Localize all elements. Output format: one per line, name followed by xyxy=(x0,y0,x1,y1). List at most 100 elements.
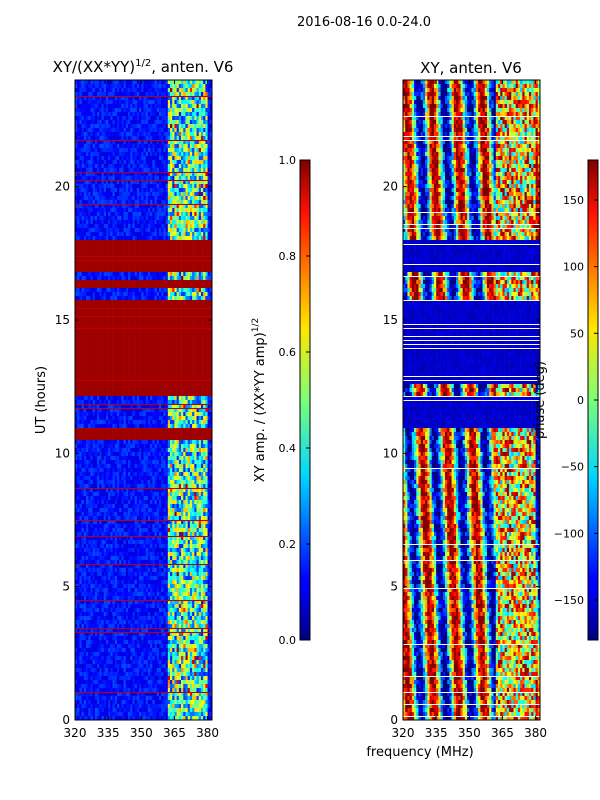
amplitude-cell xyxy=(105,276,109,281)
amplitude-cell xyxy=(187,128,191,133)
amplitude-cell xyxy=(185,360,188,365)
amplitude-cell xyxy=(167,268,171,273)
amplitude-cell xyxy=(75,368,78,373)
amplitude-cell xyxy=(203,216,206,221)
amplitude-cell xyxy=(143,392,147,397)
amplitude-cell xyxy=(205,148,208,153)
amplitude-cell xyxy=(94,388,98,393)
amplitude-cell xyxy=(185,204,188,209)
amplitude-cell xyxy=(90,264,93,269)
amplitude-cell xyxy=(79,120,82,125)
amplitude-cell xyxy=(192,256,195,261)
amplitude-cell xyxy=(130,368,133,373)
amplitude-cell xyxy=(176,384,180,389)
amplitude-cell xyxy=(105,188,109,193)
amplitude-cell xyxy=(105,140,109,145)
amplitude-cell xyxy=(194,272,197,277)
amplitude-cell xyxy=(90,280,93,285)
amplitude-cell xyxy=(147,360,151,365)
amplitude-cell xyxy=(112,388,116,393)
amplitude-cell xyxy=(86,384,89,389)
amplitude-cell xyxy=(172,88,175,93)
amplitude-cell xyxy=(116,312,120,317)
amplitude-cell xyxy=(156,364,160,369)
amplitude-cell xyxy=(209,184,212,189)
amplitude-cell xyxy=(185,80,188,85)
amplitude-cell xyxy=(200,120,204,125)
amplitude-cell xyxy=(192,384,195,389)
amplitude-cell xyxy=(141,144,144,149)
amplitude-cell xyxy=(134,120,138,125)
amplitude-cell xyxy=(112,204,116,209)
amplitude-cell xyxy=(167,124,171,129)
amplitude-cell xyxy=(139,256,142,261)
amplitude-cell xyxy=(88,140,91,145)
amplitude-cell xyxy=(158,268,162,273)
amplitude-cell xyxy=(134,252,138,257)
amplitude-cell xyxy=(130,148,133,153)
amplitude-cell xyxy=(154,360,158,365)
amplitude-cell xyxy=(77,256,80,261)
amplitude-cell xyxy=(88,276,91,281)
amplitude-cell xyxy=(121,252,124,257)
amplitude-cell xyxy=(165,176,169,181)
amplitude-cell xyxy=(103,296,107,301)
amplitude-cell xyxy=(136,368,140,373)
amplitude-cell xyxy=(83,312,87,317)
amplitude-cell xyxy=(79,132,82,137)
amplitude-cell xyxy=(116,264,120,269)
amplitude-cell xyxy=(196,284,200,289)
amplitude-cell xyxy=(121,272,124,277)
amplitude-cell xyxy=(161,240,164,245)
amplitude-cell xyxy=(158,88,162,93)
amplitude-cell xyxy=(94,148,98,153)
amplitude-cell xyxy=(141,120,144,125)
amplitude-cell xyxy=(139,264,142,269)
amplitude-cell xyxy=(108,212,111,217)
amplitude-cell xyxy=(114,176,118,181)
amplitude-cell xyxy=(105,380,109,385)
amplitude-cell xyxy=(79,136,82,141)
amplitude-cell xyxy=(189,164,193,169)
amplitude-cell xyxy=(97,384,100,389)
amplitude-cell xyxy=(189,156,193,161)
amplitude-cell xyxy=(90,220,93,225)
amplitude-cell xyxy=(112,128,116,133)
amplitude-cell xyxy=(167,180,171,185)
amplitude-cell xyxy=(141,268,144,273)
amplitude-cell xyxy=(183,244,186,249)
amplitude-cell xyxy=(174,172,177,177)
amplitude-cell xyxy=(139,208,142,213)
amplitude-cell xyxy=(187,240,191,245)
amplitude-cell xyxy=(112,120,116,125)
amplitude-cell xyxy=(123,336,127,341)
amplitude-cell xyxy=(132,364,135,369)
amplitude-cell xyxy=(194,192,197,197)
amplitude-cell xyxy=(110,228,113,233)
amplitude-cell xyxy=(200,272,204,277)
amplitude-cell xyxy=(192,108,195,113)
amplitude-cell xyxy=(152,348,155,353)
amplitude-cell xyxy=(187,252,191,257)
amplitude-cell xyxy=(108,228,111,233)
amplitude-cell xyxy=(185,160,188,165)
amplitude-cell xyxy=(172,380,175,385)
amplitude-cell xyxy=(139,144,142,149)
amplitude-cell xyxy=(130,216,133,221)
amplitude-cell xyxy=(105,132,109,137)
amplitude-cell xyxy=(130,324,133,329)
amplitude-cell xyxy=(196,332,200,337)
amplitude-cell xyxy=(181,284,184,289)
amplitude-cell xyxy=(90,104,93,109)
amplitude-cell xyxy=(150,348,153,353)
amplitude-cell xyxy=(172,332,175,337)
amplitude-cell xyxy=(75,336,78,341)
amplitude-row-artifact xyxy=(75,260,212,261)
amplitude-cell xyxy=(163,96,166,101)
amplitude-cell xyxy=(196,116,200,121)
amplitude-cell xyxy=(92,396,96,401)
amplitude-cell xyxy=(134,92,138,97)
amplitude-cell xyxy=(147,256,151,261)
amplitude-cell xyxy=(158,212,162,217)
amplitude-cell xyxy=(83,128,87,133)
